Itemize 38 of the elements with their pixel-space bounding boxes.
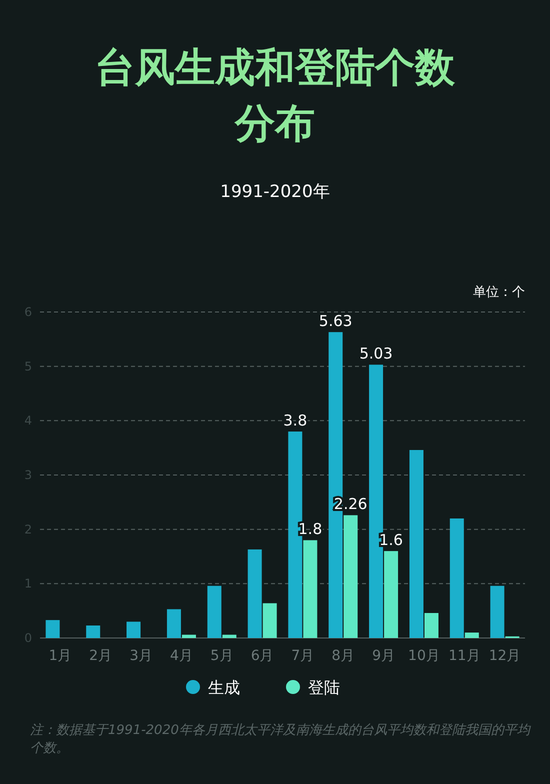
bar — [207, 586, 222, 638]
note: 注：数据基于1991-2020年各月西北太平洋及南海生成的台风平均数和登陆我国的平均个数。 — [30, 722, 530, 758]
title: 台风生成和登陆个数分布 — [95, 44, 455, 149]
x-tick-label: 9月 — [372, 648, 396, 664]
bar — [248, 549, 262, 638]
bar — [262, 603, 277, 638]
data-label: 3.8 — [283, 412, 308, 430]
x-tick-label: 2月 — [89, 648, 112, 664]
x-tick-label: 7月 — [291, 648, 314, 664]
bar — [222, 634, 236, 638]
x-tick-label: 1月 — [48, 648, 72, 664]
x-tick-label: 3月 — [130, 648, 153, 664]
x-tick-label: 5月 — [210, 648, 234, 664]
bar — [450, 518, 464, 638]
x-tick-label: 11月 — [448, 648, 480, 664]
x-tick-label: 10月 — [408, 648, 440, 664]
bar — [424, 613, 438, 638]
x-tick-label: 4月 — [170, 648, 193, 664]
data-label: 5.63 — [318, 312, 352, 330]
bar — [464, 632, 479, 638]
x-tick-label: 6月 — [250, 648, 274, 664]
unit: 单位：个 — [473, 285, 525, 300]
bar — [384, 551, 398, 638]
x-tick-label: 8月 — [332, 648, 355, 664]
bar — [182, 634, 196, 638]
legend-label: 登陆 — [308, 678, 340, 697]
legend-label: 生成 — [208, 678, 240, 697]
data-label: 5.03 — [359, 344, 393, 363]
bar — [490, 586, 504, 638]
bar — [409, 450, 424, 638]
bar — [46, 620, 60, 638]
bar — [166, 609, 181, 638]
bar — [303, 540, 318, 638]
bar — [86, 626, 100, 638]
subtitle: 1991-2020年 — [219, 181, 331, 203]
bar — [344, 515, 358, 638]
x-tick-label: 12月 — [488, 648, 521, 664]
bar — [126, 622, 141, 638]
